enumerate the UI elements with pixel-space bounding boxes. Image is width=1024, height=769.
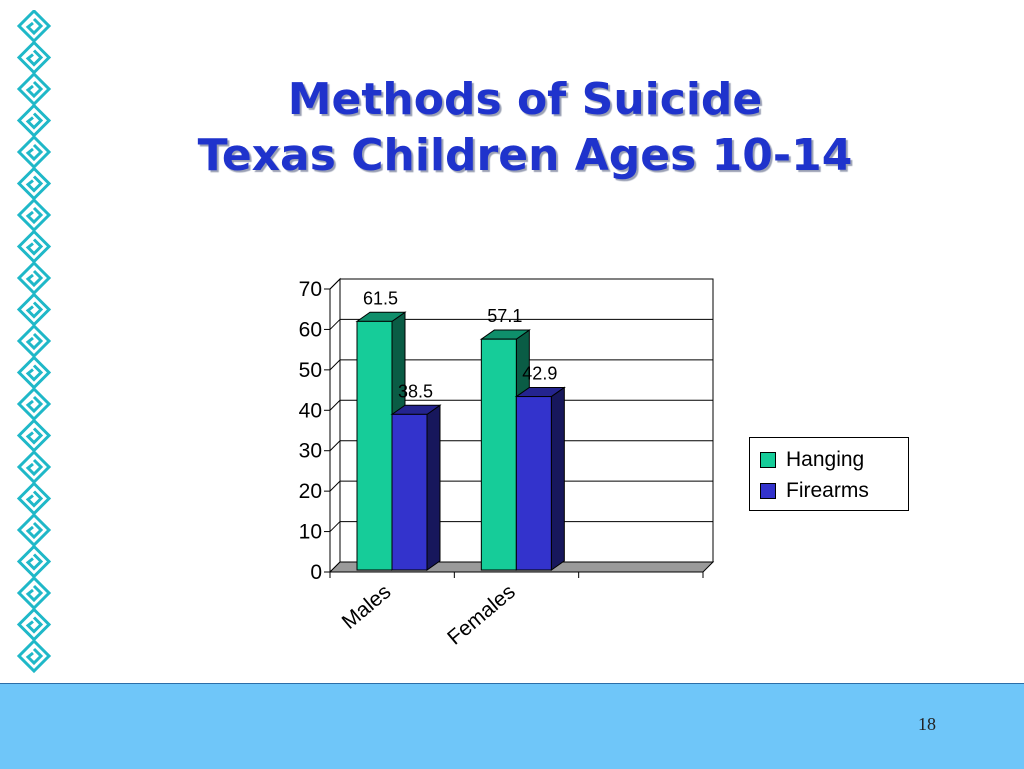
bar-side <box>426 404 441 571</box>
gridline-side <box>329 440 341 452</box>
y-tick-label: 30 <box>299 440 322 463</box>
bar-side <box>550 386 565 571</box>
gridline-side <box>329 399 341 411</box>
y-tick-label: 20 <box>299 480 322 503</box>
title-line-2: Texas Children Ages 10-14 <box>197 130 853 181</box>
y-tick-label: 10 <box>299 521 322 544</box>
chart-legend: Hanging Firearms <box>749 437 909 511</box>
y-tick-label: 60 <box>299 318 322 341</box>
y-tick-label: 70 <box>299 278 322 301</box>
x-category-label: Females <box>443 580 519 649</box>
legend-label-hanging: Hanging <box>786 447 865 471</box>
gridline-side <box>329 359 341 371</box>
plot-side-wall <box>329 277 341 574</box>
y-tick-label: 0 <box>310 561 322 584</box>
legend-label-firearms: Firearms <box>786 478 869 502</box>
gridline-side <box>329 278 341 290</box>
data-label: 61.5 <box>363 288 398 308</box>
y-tick-label: 40 <box>299 399 322 422</box>
bar-hanging-females <box>480 338 517 571</box>
slide-title: Methods of Suicide Texas Children Ages 1… <box>60 72 990 184</box>
footer-bar: 18 <box>0 683 1024 769</box>
data-label: 57.1 <box>487 306 522 326</box>
bar-hanging-males <box>356 320 393 571</box>
bar-firearms-females <box>515 396 552 571</box>
legend-item-hanging: Hanging <box>760 444 908 475</box>
bar-firearms-males <box>391 413 428 571</box>
y-tick-label: 50 <box>299 359 322 382</box>
legend-swatch-hanging <box>760 451 776 468</box>
legend-item-firearms: Firearms <box>760 475 908 506</box>
gridline-side <box>329 521 341 532</box>
bar-chart: 0 10 20 30 40 50 60 70 61.5 38.5 Males 57.1 42.9 Fema… <box>299 277 715 650</box>
gridline-side <box>329 319 341 330</box>
legend-swatch-firearms <box>760 482 776 499</box>
gridline-side <box>329 480 341 492</box>
page-number: 18 <box>918 714 936 734</box>
x-category-label: Males <box>338 580 396 634</box>
data-label: 38.5 <box>398 381 433 401</box>
data-label: 42.9 <box>522 363 557 383</box>
title-line-1: Methods of Suicide <box>287 74 763 125</box>
